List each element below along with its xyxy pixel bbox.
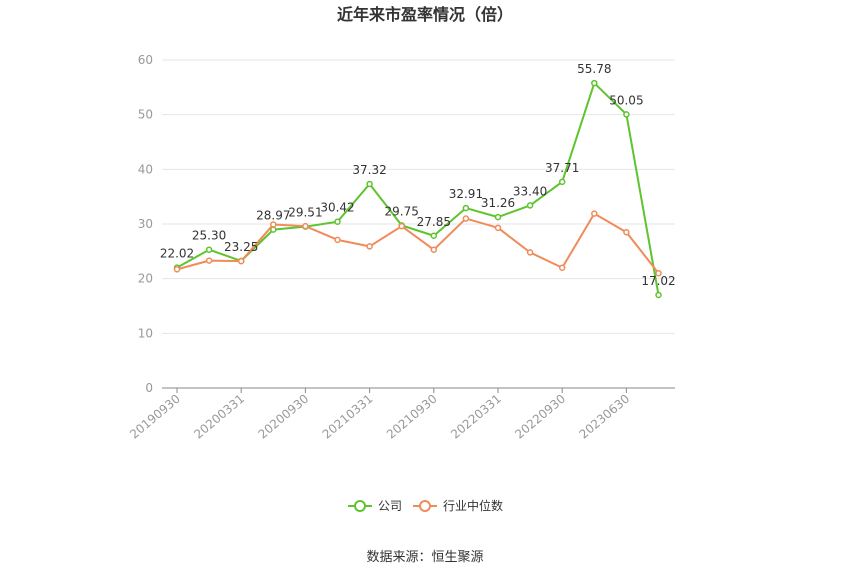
series-0-point: [430, 232, 438, 240]
series-1-point: [558, 264, 566, 271]
legend: 公司 行业中位数: [348, 498, 503, 513]
legend-item-0: 公司: [348, 499, 402, 513]
series-line-0: [176, 82, 660, 296]
series-0-point: [558, 178, 566, 186]
grid-lines: [162, 59, 675, 334]
series-0-point: [366, 180, 373, 188]
series-0-point: [591, 79, 598, 87]
y-tick-label: 0: [145, 381, 153, 395]
data-label: 29.51: [288, 206, 322, 220]
series-1-point: [655, 269, 662, 277]
x-tick-label: 20220930: [512, 392, 568, 442]
y-tick-label: 40: [138, 162, 153, 176]
x-tick-label: 20220331: [448, 392, 504, 442]
data-label: 33.40: [513, 184, 547, 198]
series-0-point: [623, 111, 630, 118]
legend-marker: [419, 500, 431, 512]
series-1-point: [334, 236, 341, 244]
data-label: 25.30: [192, 229, 226, 243]
y-tick-label: 30: [138, 217, 153, 231]
data-label: 32.91: [449, 187, 483, 201]
series-0-point: [334, 218, 341, 225]
chart-title: 近年来市盈率情况（倍）: [337, 5, 513, 24]
series-0-point: [655, 291, 662, 299]
data-label: 50.05: [609, 93, 643, 107]
x-tick-label: 20230630: [577, 392, 633, 442]
y-tick-label: 20: [138, 272, 153, 286]
series-1-point: [173, 266, 181, 273]
x-tick-label: 20210331: [320, 392, 376, 442]
legend-label: 公司: [378, 499, 402, 513]
data-label: 29.75: [385, 204, 419, 218]
y-tick-label: 50: [138, 108, 153, 122]
x-tick-label: 20200331: [191, 392, 247, 442]
series-1-point: [205, 257, 213, 264]
data-label: 37.32: [352, 163, 386, 177]
data-source: 数据来源：恒生聚源: [366, 550, 483, 565]
series-0-point: [205, 246, 213, 253]
legend-label: 行业中位数: [443, 498, 503, 513]
series-1-point: [462, 215, 470, 222]
data-label: 37.71: [545, 161, 579, 175]
series-1-point: [366, 243, 373, 250]
data-label: 23.25: [224, 240, 258, 254]
series-0-point: [494, 213, 502, 221]
series-0-point: [462, 204, 470, 212]
series-1-point: [494, 224, 502, 232]
data-label: 27.85: [417, 215, 451, 229]
series-1-point: [237, 257, 245, 265]
data-label: 22.02: [160, 247, 194, 261]
x-tick-label: 20200930: [256, 392, 312, 442]
x-tick-label: 20210930: [384, 392, 440, 442]
series-1-point: [526, 249, 534, 256]
data-label: 28.97: [256, 209, 290, 223]
legend-item-1: 行业中位数: [413, 498, 503, 513]
data-label: 30.42: [320, 201, 354, 215]
x-tick-label: 20190930: [127, 392, 183, 442]
series-1-point: [398, 222, 405, 230]
series-1-point: [623, 228, 630, 236]
series-0-point: [526, 202, 534, 209]
series-1-point: [302, 222, 309, 230]
data-label: 55.78: [577, 62, 611, 76]
series-1-point: [270, 221, 277, 228]
data-label: 17.02: [641, 274, 675, 288]
series-1-point: [430, 246, 438, 253]
y-tick-label: 10: [138, 326, 153, 340]
legend-marker: [354, 500, 366, 512]
series-1-point: [591, 210, 598, 217]
y-tick-label: 60: [138, 53, 153, 67]
series-layer: [173, 79, 662, 299]
data-label: 31.26: [481, 196, 515, 210]
series-line-1: [176, 212, 660, 274]
